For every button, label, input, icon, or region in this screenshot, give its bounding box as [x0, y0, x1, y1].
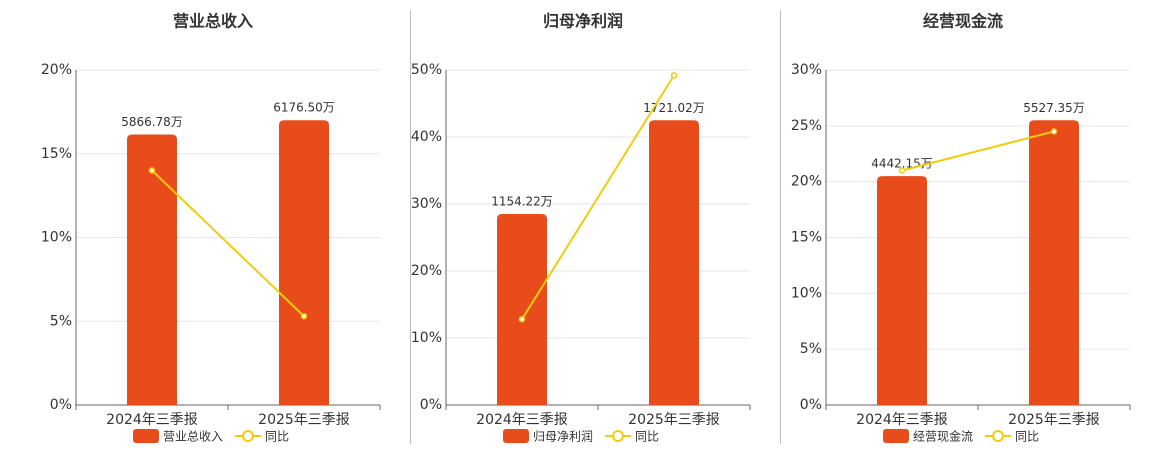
data-label: 1154.22万: [491, 195, 553, 209]
y-tick-label: 10%: [411, 330, 442, 346]
y-tick-label: 5%: [800, 341, 822, 357]
x-tick-label: 2024年三季报: [476, 412, 568, 428]
legend-swatch: [503, 429, 529, 443]
line: [901, 130, 1055, 172]
x-tick-label: 2024年三季报: [856, 412, 948, 428]
y-tick-label: 0%: [420, 397, 442, 413]
chart-title: 归母净利润: [543, 12, 623, 31]
y-tick-label: 25%: [791, 118, 822, 134]
y-tick-label: 20%: [41, 62, 72, 78]
chart-title: 营业总收入: [173, 12, 253, 31]
chart-title: 经营现金流: [923, 12, 1003, 31]
y-tick-label: 10%: [41, 230, 72, 246]
bar: [649, 120, 699, 405]
data-label: 1721.02万: [643, 101, 705, 115]
y-tick-label: 30%: [791, 62, 822, 78]
x-tick-label: 2025年三季报: [1008, 412, 1100, 428]
y-tick-label: 30%: [411, 196, 442, 212]
line: [151, 169, 305, 317]
bar: [497, 214, 547, 405]
y-tick-label: 15%: [41, 146, 72, 162]
y-tick-label: 40%: [411, 129, 442, 145]
legend-label: 同比: [1015, 430, 1039, 444]
line-point: [1050, 128, 1058, 135]
legend-swatch: [133, 429, 159, 443]
line-point: [148, 167, 156, 174]
legend-label: 营业总收入: [163, 430, 223, 444]
line-point: [300, 312, 308, 320]
y-tick-label: 5%: [50, 313, 72, 329]
x-tick-label: 2024年三季报: [106, 412, 198, 428]
y-tick-label: 50%: [411, 62, 442, 78]
bar: [279, 120, 329, 405]
legend-label: 归母净利润: [533, 430, 593, 444]
y-tick-label: 15%: [791, 230, 822, 246]
y-tick-label: 0%: [800, 397, 822, 413]
line-point: [898, 167, 906, 174]
legend-swatch: [883, 429, 909, 443]
data-label: 5866.78万: [121, 115, 183, 129]
legend-swatch: [992, 430, 1005, 442]
legend-label: 经营现金流: [913, 429, 973, 444]
bar: [1029, 120, 1079, 405]
line: [521, 74, 675, 320]
legend-swatch: [242, 430, 255, 442]
bar: [127, 134, 177, 406]
legend-label: 同比: [265, 430, 289, 444]
bar: [877, 176, 927, 405]
y-tick-label: 20%: [791, 174, 822, 190]
y-tick-label: 0%: [50, 397, 72, 413]
line-point: [518, 315, 526, 323]
data-label: 6176.50万: [273, 101, 335, 115]
line-point: [670, 72, 678, 79]
data-label: 5527.35万: [1023, 101, 1085, 115]
x-tick-label: 2025年三季报: [258, 412, 350, 428]
legend-label: 同比: [635, 430, 659, 444]
x-tick-label: 2025年三季报: [628, 412, 720, 428]
legend-swatch: [612, 430, 625, 442]
y-tick-label: 20%: [411, 263, 442, 279]
y-tick-label: 10%: [791, 285, 822, 301]
